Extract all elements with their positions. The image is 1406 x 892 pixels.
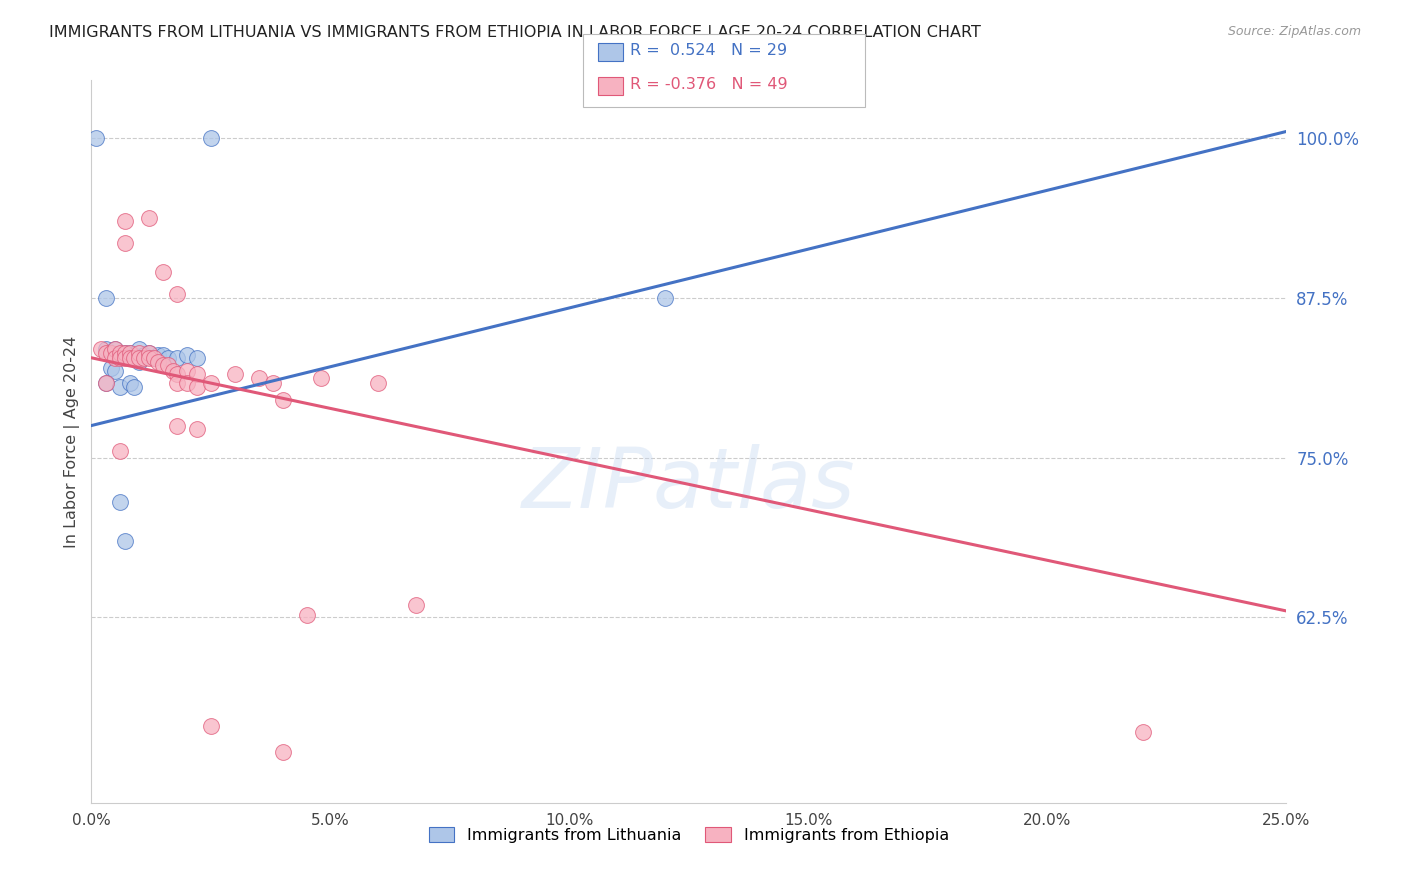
Point (84, 131, 107, 145)
Point (128, 345, 150, 359)
Point (186, 368, 208, 382)
Point (94, 345, 117, 359)
Text: R = -0.376   N = 49: R = -0.376 N = 49 (630, 78, 787, 92)
Point (138, 345, 160, 359)
Point (114, 533, 136, 548)
Point (166, 368, 188, 382)
Point (128, 354, 150, 368)
Point (138, 345, 160, 359)
Point (124, 348, 146, 362)
Point (224, 368, 246, 382)
Point (271, 745, 294, 759)
Point (176, 348, 198, 362)
Point (104, 342, 127, 356)
Point (271, 392, 294, 407)
Text: R =  0.524   N = 29: R = 0.524 N = 29 (630, 44, 787, 58)
Text: IMMIGRANTS FROM LITHUANIA VS IMMIGRANTS FROM ETHIOPIA IN LABOR FORCE | AGE 20-24: IMMIGRANTS FROM LITHUANIA VS IMMIGRANTS … (49, 25, 981, 41)
Point (104, 363, 127, 377)
Point (108, 345, 131, 359)
Point (124, 351, 146, 365)
Point (166, 418, 188, 433)
Point (200, 376, 222, 391)
Point (166, 351, 188, 365)
Y-axis label: In Labor Force | Age 20-24: In Labor Force | Age 20-24 (65, 335, 80, 548)
Point (152, 359, 174, 373)
Point (367, 376, 389, 391)
Point (94, 342, 117, 356)
Point (295, 607, 318, 622)
Point (118, 345, 141, 359)
Point (114, 351, 136, 365)
Point (104, 342, 127, 356)
Legend: Immigrants from Lithuania, Immigrants from Ethiopia: Immigrants from Lithuania, Immigrants fr… (422, 820, 956, 849)
Point (100, 345, 122, 359)
Point (247, 371, 270, 385)
Point (186, 422, 208, 436)
Point (132, 351, 155, 365)
Point (148, 354, 170, 368)
Point (654, 291, 676, 305)
Point (114, 214, 136, 228)
Point (152, 265, 174, 279)
Point (108, 495, 131, 509)
Point (108, 351, 131, 365)
Point (118, 345, 141, 359)
Point (132, 348, 155, 362)
Point (162, 363, 184, 377)
Point (118, 351, 141, 365)
Point (156, 351, 179, 365)
Point (114, 235, 136, 250)
Point (104, 351, 127, 365)
Text: ZIPatlas: ZIPatlas (522, 444, 856, 525)
Text: Source: ZipAtlas.com: Source: ZipAtlas.com (1227, 25, 1361, 38)
Point (138, 211, 160, 226)
Point (186, 380, 208, 394)
Point (94, 291, 117, 305)
Point (1132, 725, 1154, 739)
Point (186, 351, 208, 365)
Point (100, 361, 122, 376)
Point (166, 286, 188, 301)
Point (128, 351, 150, 365)
Point (176, 376, 198, 391)
Point (90, 342, 112, 356)
Point (166, 376, 188, 391)
Point (156, 359, 179, 373)
Point (309, 371, 332, 385)
Point (124, 380, 146, 394)
Point (405, 598, 427, 612)
Point (94, 376, 117, 391)
Point (176, 363, 198, 377)
Point (200, 131, 222, 145)
Point (118, 376, 141, 391)
Point (108, 348, 131, 362)
Point (114, 345, 136, 359)
Point (138, 351, 160, 365)
Point (94, 376, 117, 391)
Point (108, 444, 131, 458)
Point (114, 345, 136, 359)
Point (200, 719, 222, 733)
Point (148, 348, 170, 362)
Point (262, 376, 284, 391)
Point (142, 351, 165, 365)
Point (142, 351, 165, 365)
Point (152, 348, 174, 362)
Point (108, 380, 131, 394)
Point (128, 342, 150, 356)
